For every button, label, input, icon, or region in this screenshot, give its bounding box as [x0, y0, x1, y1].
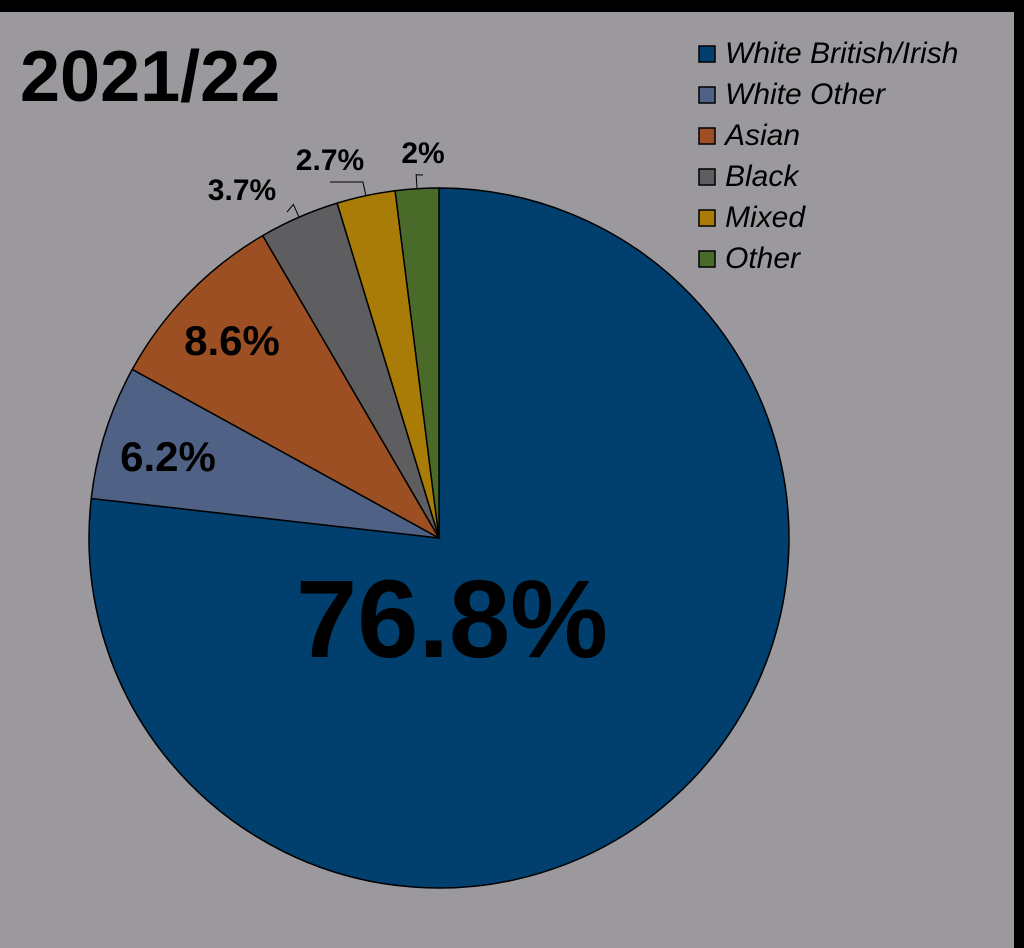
leader-line [415, 174, 424, 189]
data-label: 2.7% [296, 144, 364, 177]
legend-label: White Other [725, 78, 886, 111]
pie-slice [394, 187, 440, 539]
data-label: 2% [401, 137, 444, 170]
data-label: 76.8% [296, 558, 608, 681]
pie-slice [90, 368, 440, 539]
leader-line [286, 203, 300, 218]
legend-swatch [698, 250, 716, 268]
data-label: 8.6% [184, 317, 280, 364]
data-label: 3.7% [208, 174, 276, 207]
leader-line [329, 181, 367, 196]
legend-swatch [698, 127, 716, 145]
legend-swatch [698, 209, 716, 227]
legend-label: Other [725, 242, 801, 275]
legend-swatch [698, 168, 716, 186]
legend-label: Black [725, 160, 800, 193]
legend-swatch [698, 86, 716, 104]
data-label: 6.2% [120, 433, 216, 480]
legend-label: Mixed [725, 201, 806, 234]
pie-slice [131, 234, 442, 540]
legend-label: Asian [723, 119, 800, 152]
legend-label: White British/Irish [725, 37, 958, 70]
chart-title: 2021/22 [20, 37, 280, 117]
legend-swatch [698, 45, 716, 63]
